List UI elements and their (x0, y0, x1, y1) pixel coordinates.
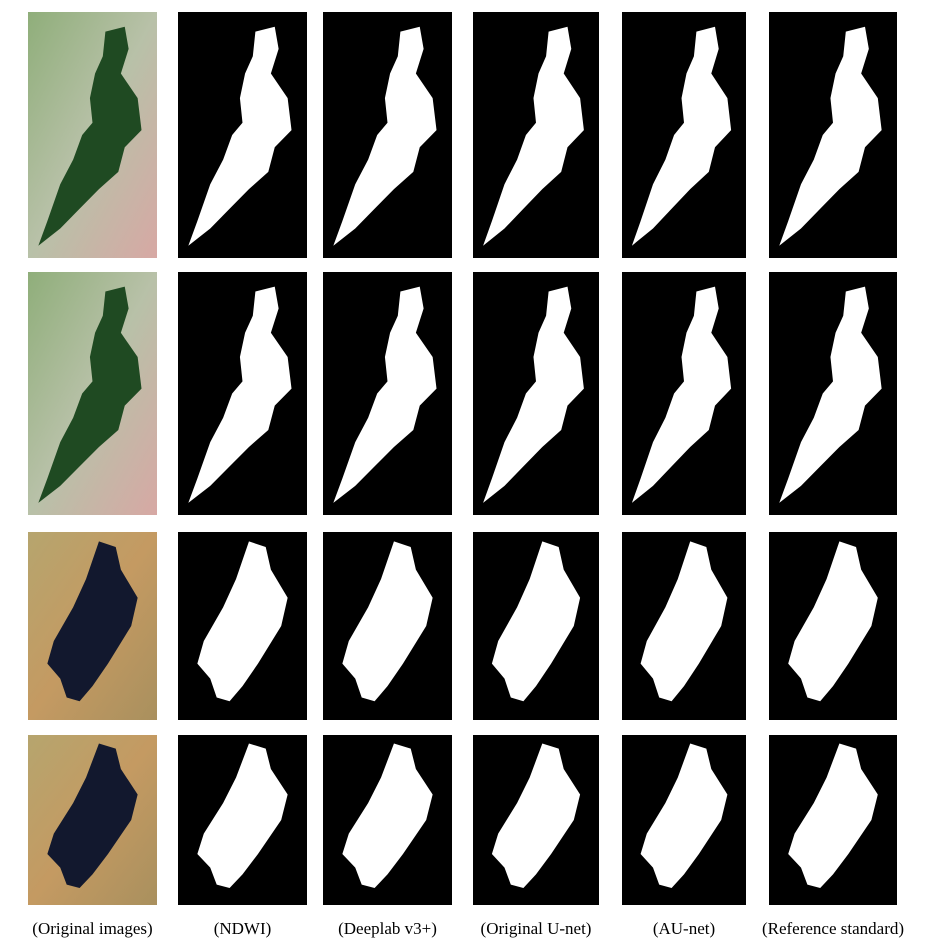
image-panel (178, 12, 307, 258)
image-panel (473, 735, 599, 905)
caption: (NDWI) (214, 919, 272, 938)
caption: (Original images) (32, 919, 152, 938)
image-panel (323, 272, 452, 515)
image-panel (622, 532, 746, 720)
image-panel (473, 12, 599, 258)
image-panel (178, 532, 307, 720)
image-panel (178, 272, 307, 515)
image-panel (622, 12, 746, 258)
image-panel (473, 532, 599, 720)
image-panel (28, 735, 157, 905)
image-panel (28, 272, 157, 515)
image-panel (323, 12, 452, 258)
image-panel (323, 532, 452, 720)
caption: (Reference standard) (762, 919, 904, 938)
image-panel (473, 272, 599, 515)
caption: (AU-net) (653, 919, 715, 938)
caption: (Original U-net) (481, 919, 592, 938)
image-panel (28, 532, 157, 720)
panel-grid: (Original images) (NDWI) (Deeplab v3+) (Ori… (0, 0, 952, 949)
image-panel (622, 272, 746, 515)
image-panel (769, 272, 897, 515)
image-panel (769, 735, 897, 905)
figure: (Original images) (NDWI) (Deeplab v3+) (Ori… (0, 0, 952, 949)
image-panel (769, 12, 897, 258)
image-panel (28, 12, 157, 258)
image-panel (178, 735, 307, 905)
image-panel (323, 735, 452, 905)
caption: (Deeplab v3+) (338, 919, 437, 938)
image-panel (622, 735, 746, 905)
image-panel (769, 532, 897, 720)
